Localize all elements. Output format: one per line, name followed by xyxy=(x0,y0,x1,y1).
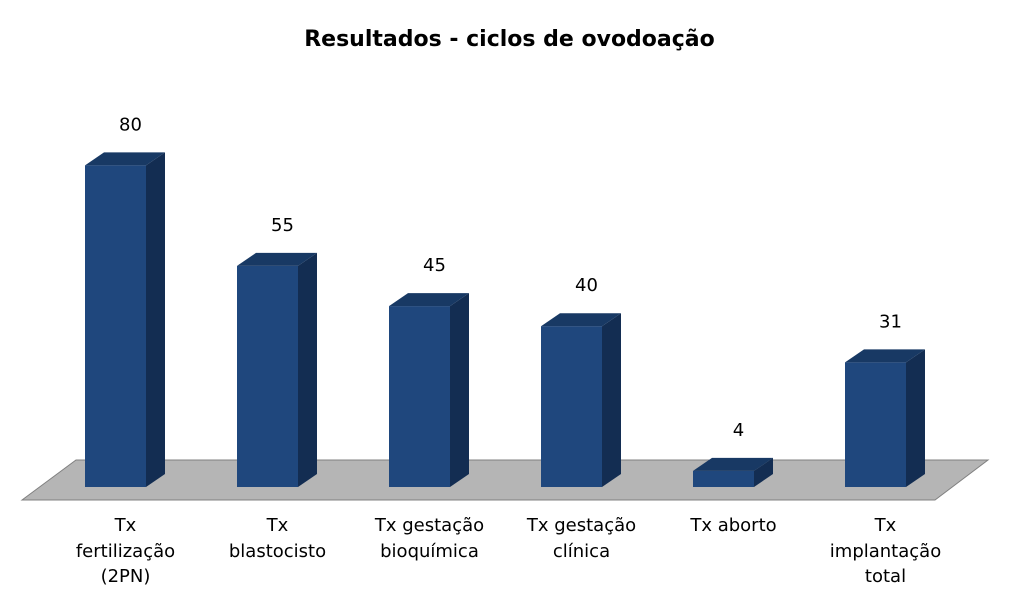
data-label: 45 xyxy=(423,255,446,276)
category-label: Tx gestação bioquímica xyxy=(374,515,485,562)
category-label: Tx implantação total xyxy=(829,515,942,587)
bar-top xyxy=(85,152,165,166)
bar-top xyxy=(693,457,773,471)
bar-top xyxy=(389,293,469,307)
bar xyxy=(389,293,469,487)
chart-title: Resultados - ciclos de ovodoação xyxy=(304,27,715,52)
bar-side xyxy=(146,152,165,487)
data-label: 55 xyxy=(271,215,294,236)
bar-top xyxy=(845,349,925,363)
chart-floor xyxy=(20,459,990,501)
bar-side xyxy=(298,252,317,487)
bar-side xyxy=(602,313,621,487)
bar-top xyxy=(541,313,621,327)
bar xyxy=(85,152,165,487)
data-label: 40 xyxy=(575,275,598,296)
bar-side xyxy=(450,293,469,487)
bar xyxy=(693,457,773,487)
bar-side xyxy=(906,349,925,487)
bar xyxy=(237,252,317,487)
data-label: 80 xyxy=(119,114,142,135)
bar xyxy=(541,313,621,487)
bar-front xyxy=(237,265,298,487)
bar-front xyxy=(541,326,602,487)
bar-front xyxy=(85,165,146,487)
bar-front xyxy=(845,362,906,487)
bar-side xyxy=(754,457,773,487)
data-label: 31 xyxy=(879,311,902,332)
bar-front xyxy=(693,470,754,487)
category-label: Tx fertilização (2PN) xyxy=(75,515,176,587)
bar-front xyxy=(389,306,450,487)
data-label: 4 xyxy=(733,420,744,441)
category-label: Tx aborto xyxy=(690,515,777,536)
bar-top xyxy=(237,252,317,266)
bar xyxy=(845,349,925,487)
category-label: Tx blastocisto xyxy=(228,515,327,562)
category-label: Tx gestação clínica xyxy=(526,515,637,562)
